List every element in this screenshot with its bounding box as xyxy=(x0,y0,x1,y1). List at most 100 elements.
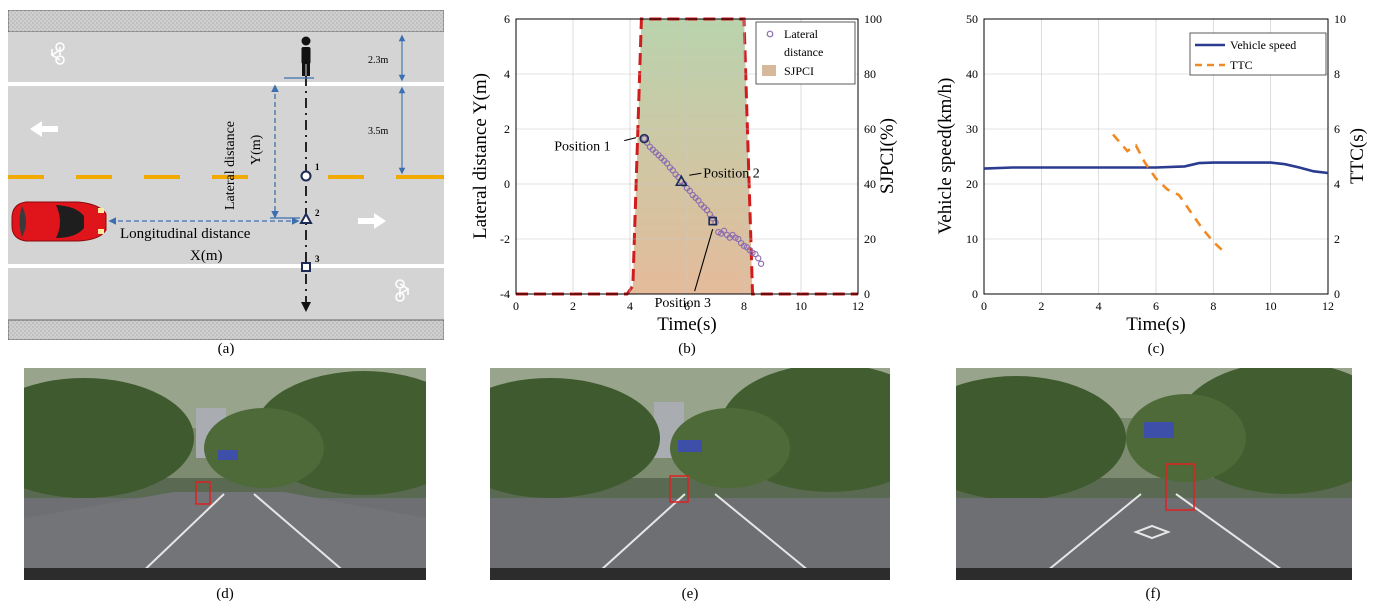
legend-ttc-label: TTC xyxy=(1230,58,1253,72)
upper-lane-line xyxy=(8,82,444,86)
y-tick-label: -2 xyxy=(500,232,510,246)
y-tick-label: 0 xyxy=(972,287,978,301)
chart-b-y2label: SJPCI(%) xyxy=(877,118,898,194)
legend-sjpci-label: SJPCI xyxy=(784,64,814,78)
caption-d: (d) xyxy=(216,586,234,602)
y-tick-label: 2 xyxy=(504,122,510,136)
annotation-leader xyxy=(689,172,702,176)
caption-a: (a) xyxy=(217,341,235,357)
x-tick-label: 8 xyxy=(741,299,747,313)
y-tick-label: 50 xyxy=(966,12,978,26)
position-2-marker xyxy=(299,211,313,224)
lateral-distance-point xyxy=(695,197,702,204)
chart-c-xlabel: Time(s) xyxy=(1126,314,1185,335)
panel-b-chart: 0 2 4 6 8 10 12 -4 -2 0 2 4 6 0 20 40 60 80 100 Position 1… xyxy=(470,4,900,344)
right-direction-arrow-icon xyxy=(358,213,386,229)
pedestrian-path-arrowhead xyxy=(301,302,311,312)
bicycle-icon-lower xyxy=(395,279,410,302)
annotation-leader xyxy=(694,228,714,292)
longitudinal-distance-label: Longitudinal distance xyxy=(120,226,251,242)
lateral-distance-point xyxy=(755,255,762,262)
y2-tick-label: 2 xyxy=(1334,232,1340,246)
vehicle-speed-line xyxy=(983,161,1329,175)
legend-sjpci-swatch xyxy=(762,65,776,76)
chart-b-xlabel: Time(s) xyxy=(657,314,716,335)
lower-lane-line xyxy=(8,264,444,268)
lateral-distance-point xyxy=(752,250,759,258)
annotation-label: Position 1 xyxy=(554,140,610,155)
y-tick-label: 0 xyxy=(504,177,510,191)
annotation-label: Position 2 xyxy=(703,166,759,181)
chart-c-legend: Vehicle speed TTC xyxy=(1189,32,1327,76)
x-tick-label: 4 xyxy=(627,299,633,313)
chart-b-frame xyxy=(515,18,859,295)
y2-tick-label: 0 xyxy=(1334,287,1340,301)
y2-tick-label: 6 xyxy=(1334,122,1340,136)
y2-tick-label: 40 xyxy=(864,177,876,191)
car-icon xyxy=(11,201,107,242)
left-direction-arrow-icon xyxy=(30,121,58,137)
x-tick-label: 12 xyxy=(852,299,864,313)
lateral-distance-point xyxy=(686,187,693,195)
y2-tick-label: 20 xyxy=(864,232,876,246)
chart-c-frame xyxy=(983,18,1329,295)
chart-c-y2label: TTC(s) xyxy=(1347,128,1368,184)
x-tick-label: 0 xyxy=(981,299,987,313)
legend-lateral-label-2: distance xyxy=(784,45,823,59)
photo-e-road-scene xyxy=(490,368,890,580)
legend-lateral-label: Lateral xyxy=(784,27,819,41)
position-3-marker xyxy=(708,216,717,226)
x-tick-label: 2 xyxy=(1038,299,1044,313)
y-tick-label: 40 xyxy=(966,67,978,81)
y-tick-label: 10 xyxy=(966,232,978,246)
lateral-distance-point xyxy=(669,167,676,174)
bottom-curb xyxy=(7,319,445,341)
dist-2-3m-label: 2.3m xyxy=(368,55,389,66)
x-tick-label: 12 xyxy=(1322,299,1334,313)
lateral-distance-label: Lateral distance xyxy=(223,121,238,210)
position-2-label: 2 xyxy=(315,208,320,218)
dist-3-5m-label: 3.5m xyxy=(368,126,389,137)
position-1-marker xyxy=(639,133,650,144)
caption-b: (b) xyxy=(678,341,696,357)
scene-diagram-svg: 1 2 3 Lateral distance Y(m) Longitudinal… xyxy=(7,9,445,341)
legend-speed-label: Vehicle speed xyxy=(1230,38,1296,52)
y2-tick-label: 100 xyxy=(864,12,882,26)
y-tick-label: -4 xyxy=(500,287,510,301)
y-tick-label: 20 xyxy=(966,177,978,191)
y-tick-label: 30 xyxy=(966,122,978,136)
y2-tick-label: 10 xyxy=(1334,12,1346,26)
chart-c-ylabel: Vehicle speed(km/h) xyxy=(935,78,956,235)
position-3-label: 3 xyxy=(315,254,320,264)
lateral-distance-point xyxy=(663,160,671,167)
lateral-distance-point xyxy=(641,135,648,142)
position-3-marker xyxy=(301,262,311,272)
x-tick-label: 8 xyxy=(1210,299,1216,313)
annotation-label: Position 3 xyxy=(655,296,711,311)
position-1-label: 1 xyxy=(315,162,320,172)
x-tick-label: 6 xyxy=(1153,299,1159,313)
x-tick-label: 4 xyxy=(1096,299,1102,313)
x-tick-label: 10 xyxy=(1265,299,1277,313)
x-tick-label: 0 xyxy=(513,299,519,313)
chart-b-ylabel: Lateral distance Y(m) xyxy=(470,73,491,239)
y2-tick-label: 0 xyxy=(864,287,870,301)
panel-c-chart: 0 2 4 6 8 10 12 0 10 20 30 40 50 0 2 4 6 8 10 Vehicle spee… xyxy=(935,4,1371,344)
pedestrian-bounding-box xyxy=(669,475,689,503)
pedestrian-bounding-box xyxy=(195,481,211,505)
x-tick-label: 2 xyxy=(570,299,576,313)
x-tick-label: 6 xyxy=(684,299,690,313)
pedestrian-icon xyxy=(301,36,311,76)
x-tick-label: 10 xyxy=(795,299,807,313)
annotation-leader xyxy=(624,137,637,142)
chart-b-legend: Lateral distance SJPCI xyxy=(755,21,856,85)
longitudinal-distance-unit: X(m) xyxy=(190,248,223,264)
y-tick-label: 4 xyxy=(504,67,510,81)
photo-f-road-scene xyxy=(956,368,1352,580)
y2-tick-label: 80 xyxy=(864,67,876,81)
caption-c: (c) xyxy=(1147,341,1165,357)
ttc-line xyxy=(1112,133,1226,254)
pedestrian-bounding-box xyxy=(1165,463,1195,511)
